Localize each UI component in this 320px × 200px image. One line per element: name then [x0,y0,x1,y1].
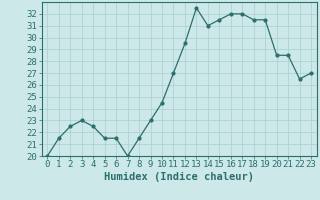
X-axis label: Humidex (Indice chaleur): Humidex (Indice chaleur) [104,172,254,182]
